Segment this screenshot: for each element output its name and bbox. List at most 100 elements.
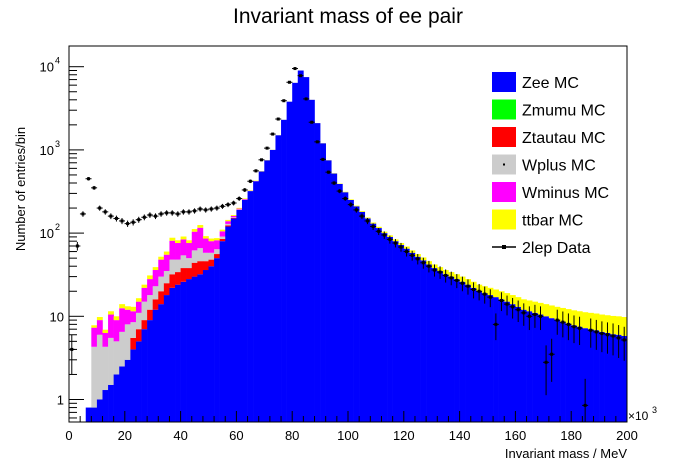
bar-Ztautau-23	[197, 261, 204, 275]
bar-ttbar-4	[91, 325, 98, 328]
data-point-20	[180, 209, 187, 215]
bar-Zee-64	[426, 264, 432, 422]
bar-Zee-93	[587, 329, 594, 422]
data-point-47	[331, 181, 338, 185]
data-point-9	[119, 218, 126, 225]
data-point-0	[68, 334, 75, 375]
bar-Zee-47	[331, 173, 338, 422]
bar-ttbar-25	[208, 238, 215, 242]
bar-ttbar-24	[202, 236, 209, 239]
x-tick-label-140: 140	[449, 428, 471, 443]
bar-Ztautau-22	[191, 262, 198, 277]
bar-Zee-82	[526, 311, 533, 422]
data-point-98	[615, 325, 622, 358]
bar-Wplus-16	[158, 276, 165, 292]
bar-Wplus-23	[197, 248, 204, 262]
bar-ttbar-27	[219, 229, 226, 232]
bar-Zee-12	[135, 341, 142, 422]
data-point-52	[358, 213, 365, 220]
bar-ttbar-26	[214, 238, 220, 241]
data-point-17	[163, 210, 170, 216]
data-point-67	[442, 269, 449, 283]
data-point-84	[537, 306, 544, 331]
data-point-75	[487, 289, 494, 308]
bar-Ztautau-21	[186, 268, 193, 280]
bar-Wminus-16	[158, 259, 165, 277]
bars-layer	[85, 70, 628, 423]
bar-Zee-30	[236, 209, 243, 422]
bar-Wplus-13	[141, 301, 148, 321]
bar-Ztautau-20	[180, 268, 187, 282]
data-point-23	[197, 206, 204, 212]
data-point-31	[241, 188, 248, 193]
legend: Zee MC Zmumu MC Ztautau MC Wplus MC Wminus M…	[492, 72, 609, 257]
bar-Zee-55	[375, 228, 382, 422]
x-multiplier: ×10 3	[628, 405, 657, 423]
data-point-68	[448, 271, 455, 286]
bar-Zee-36	[269, 149, 276, 422]
data-point-34	[258, 158, 265, 162]
data-point-39	[286, 80, 293, 84]
data-point-72	[470, 282, 477, 299]
bar-ttbar-92	[582, 312, 589, 329]
bar-Zee-42	[303, 77, 310, 422]
data-point-90	[570, 315, 577, 344]
bar-Wplus-18	[169, 259, 176, 275]
bar-Zee-62	[414, 256, 421, 422]
bar-Zee-96	[604, 332, 611, 422]
data-point-33	[252, 169, 259, 173]
bar-Wplus-29	[230, 217, 237, 218]
data-point-4	[91, 185, 98, 190]
bar-Wplus-26	[214, 249, 220, 255]
bar-ttbar-28	[225, 219, 232, 222]
data-point-87	[554, 309, 561, 335]
bar-Zee-53	[364, 218, 371, 422]
bar-ttbar-86	[548, 305, 555, 319]
bar-Zee-79	[509, 304, 516, 422]
legend-item-ttbar: ttbar MC	[492, 209, 583, 230]
bar-Wplus-14	[147, 295, 153, 310]
bar-Zee-31	[241, 199, 248, 422]
bar-Zee-94	[593, 330, 600, 422]
legend-label-Zee: Zee MC	[522, 75, 579, 92]
bar-Wminus-8	[113, 320, 120, 342]
data-point-82	[526, 306, 533, 331]
bar-Zee-69	[454, 279, 460, 422]
bar-Wplus-8	[113, 341, 120, 375]
data-point-73	[476, 283, 483, 301]
bar-Zee-95	[599, 331, 605, 422]
bar-Wminus-11	[130, 311, 137, 323]
bar-Ztautau-11	[130, 337, 137, 350]
bar-Wplus-15	[152, 286, 159, 300]
bar-Zee-38	[281, 119, 287, 423]
bar-Zee-20	[180, 281, 187, 422]
bar-ttbar-85	[543, 304, 550, 317]
data-point-64	[425, 260, 432, 273]
svg-text:4: 4	[55, 56, 60, 66]
data-point-59	[398, 242, 405, 252]
bar-ttbar-14	[147, 275, 153, 280]
bar-Zee-23	[197, 274, 204, 422]
bar-Zee-72	[470, 287, 477, 422]
bar-Zee-57	[387, 236, 393, 422]
data-point-41	[297, 74, 304, 78]
legend-item-Wplus: Wplus MC	[492, 154, 596, 175]
bar-ttbar-19	[175, 240, 181, 244]
bar-Zee-18	[169, 287, 176, 422]
data-point-92	[582, 378, 589, 422]
x-tick-label-0: 0	[65, 428, 72, 443]
legend-label-Ztautau: Ztautau MC	[522, 130, 606, 147]
bar-Zee-22	[191, 276, 198, 422]
bar-Wminus-18	[169, 240, 176, 260]
data-point-62	[414, 254, 421, 265]
bar-Wplus-22	[191, 250, 198, 263]
bar-Wplus-27	[219, 236, 226, 239]
bar-Wminus-9	[119, 308, 126, 332]
bar-ttbar-5	[96, 317, 103, 321]
legend-item-Wminus: Wminus MC	[492, 182, 609, 202]
data-point-85	[543, 345, 550, 396]
bar-Zee-48	[336, 183, 343, 422]
bar-Zee-6	[102, 390, 109, 422]
bar-ttbar-23	[197, 225, 204, 228]
data-point-25	[208, 206, 215, 212]
